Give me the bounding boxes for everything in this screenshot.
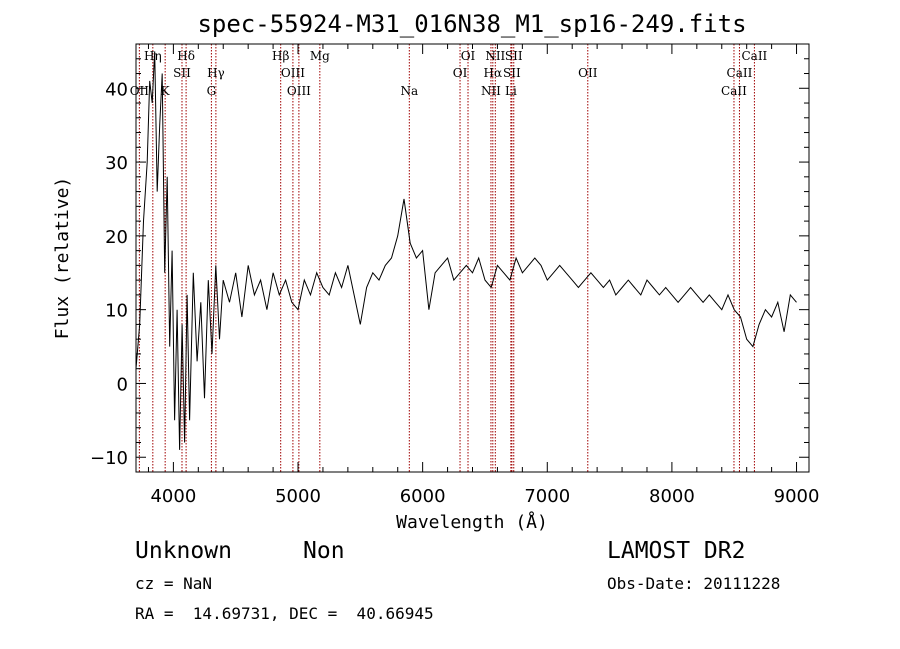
x-tick-label: 7000 (524, 486, 570, 507)
x-tick-label: 5000 (275, 486, 321, 507)
spectral-line-label: CaII (721, 84, 747, 98)
object-subclass: Non (303, 538, 345, 564)
spectral-line-label: NII (485, 49, 505, 63)
y-axis-ticks: −10 0 10 20 30 40 (90, 43, 809, 473)
spectral-line-label: Hγ (207, 66, 225, 80)
chart-title: spec-55924-M31_016N38_M1_sp16-249.fits (197, 10, 746, 38)
coordinates-readout: RA = 14.69731, DEC = 40.66945 (135, 604, 434, 623)
spectral-line-markers (138, 44, 755, 472)
spectral-line-labels: Hη OII K Hδ SII Hγ G Hβ OIII OIII Mg Na OI OI NII Hα NII… (130, 49, 768, 98)
spectral-line-label: OIII (287, 84, 311, 98)
spectral-line-label: G (207, 84, 217, 98)
y-tick-label: 40 (105, 79, 128, 100)
spectral-line-label: Mg (310, 49, 330, 63)
x-axis-label: Wavelength (Å) (396, 511, 548, 533)
spectral-line-label: OII (130, 84, 150, 98)
plot-frame (135, 43, 810, 473)
spectral-line-label: SII (503, 66, 521, 80)
spectral-line-label: Hα (484, 66, 503, 80)
spectrum-trace (135, 51, 797, 450)
survey-name: LAMOST DR2 (607, 538, 746, 564)
redshift-readout: cz = NaN (135, 574, 213, 593)
x-tick-label: 4000 (150, 486, 196, 507)
spectral-line-label: Na (400, 84, 418, 98)
spectral-line-label: OI (453, 66, 468, 80)
spectral-line-label: CaII (741, 49, 767, 63)
spectral-line-label: CaII (727, 66, 753, 80)
spectral-line-label: Hδ (177, 49, 195, 63)
x-tick-label: 6000 (400, 486, 446, 507)
x-tick-label: 9000 (774, 486, 820, 507)
spectral-line-label: OI (461, 49, 476, 63)
y-tick-label: 30 (105, 153, 128, 174)
y-axis-label: Flux (relative) (52, 177, 73, 340)
spectral-line-label: Hβ (272, 49, 289, 63)
spectral-line-label: K (161, 84, 171, 98)
spectral-line-label: Li (505, 84, 517, 98)
spectral-line-label: SII (505, 49, 523, 63)
spectral-line-label: SII (173, 66, 191, 80)
spectral-line-label: NII (481, 84, 501, 98)
x-tick-label: 8000 (649, 486, 695, 507)
spectral-line-label: OII (578, 66, 598, 80)
y-tick-label: 20 (105, 227, 128, 248)
object-class: Unknown (135, 538, 232, 564)
spectral-line-label: OIII (281, 66, 305, 80)
x-axis-ticks: 4000 5000 6000 7000 8000 9000 (147, 44, 820, 507)
observation-date: Obs-Date: 20111228 (607, 574, 781, 593)
y-tick-label: 0 (117, 374, 128, 395)
spectral-line-label: Hη (144, 49, 162, 63)
y-tick-label: 10 (105, 301, 128, 322)
y-tick-label: −10 (90, 448, 128, 469)
